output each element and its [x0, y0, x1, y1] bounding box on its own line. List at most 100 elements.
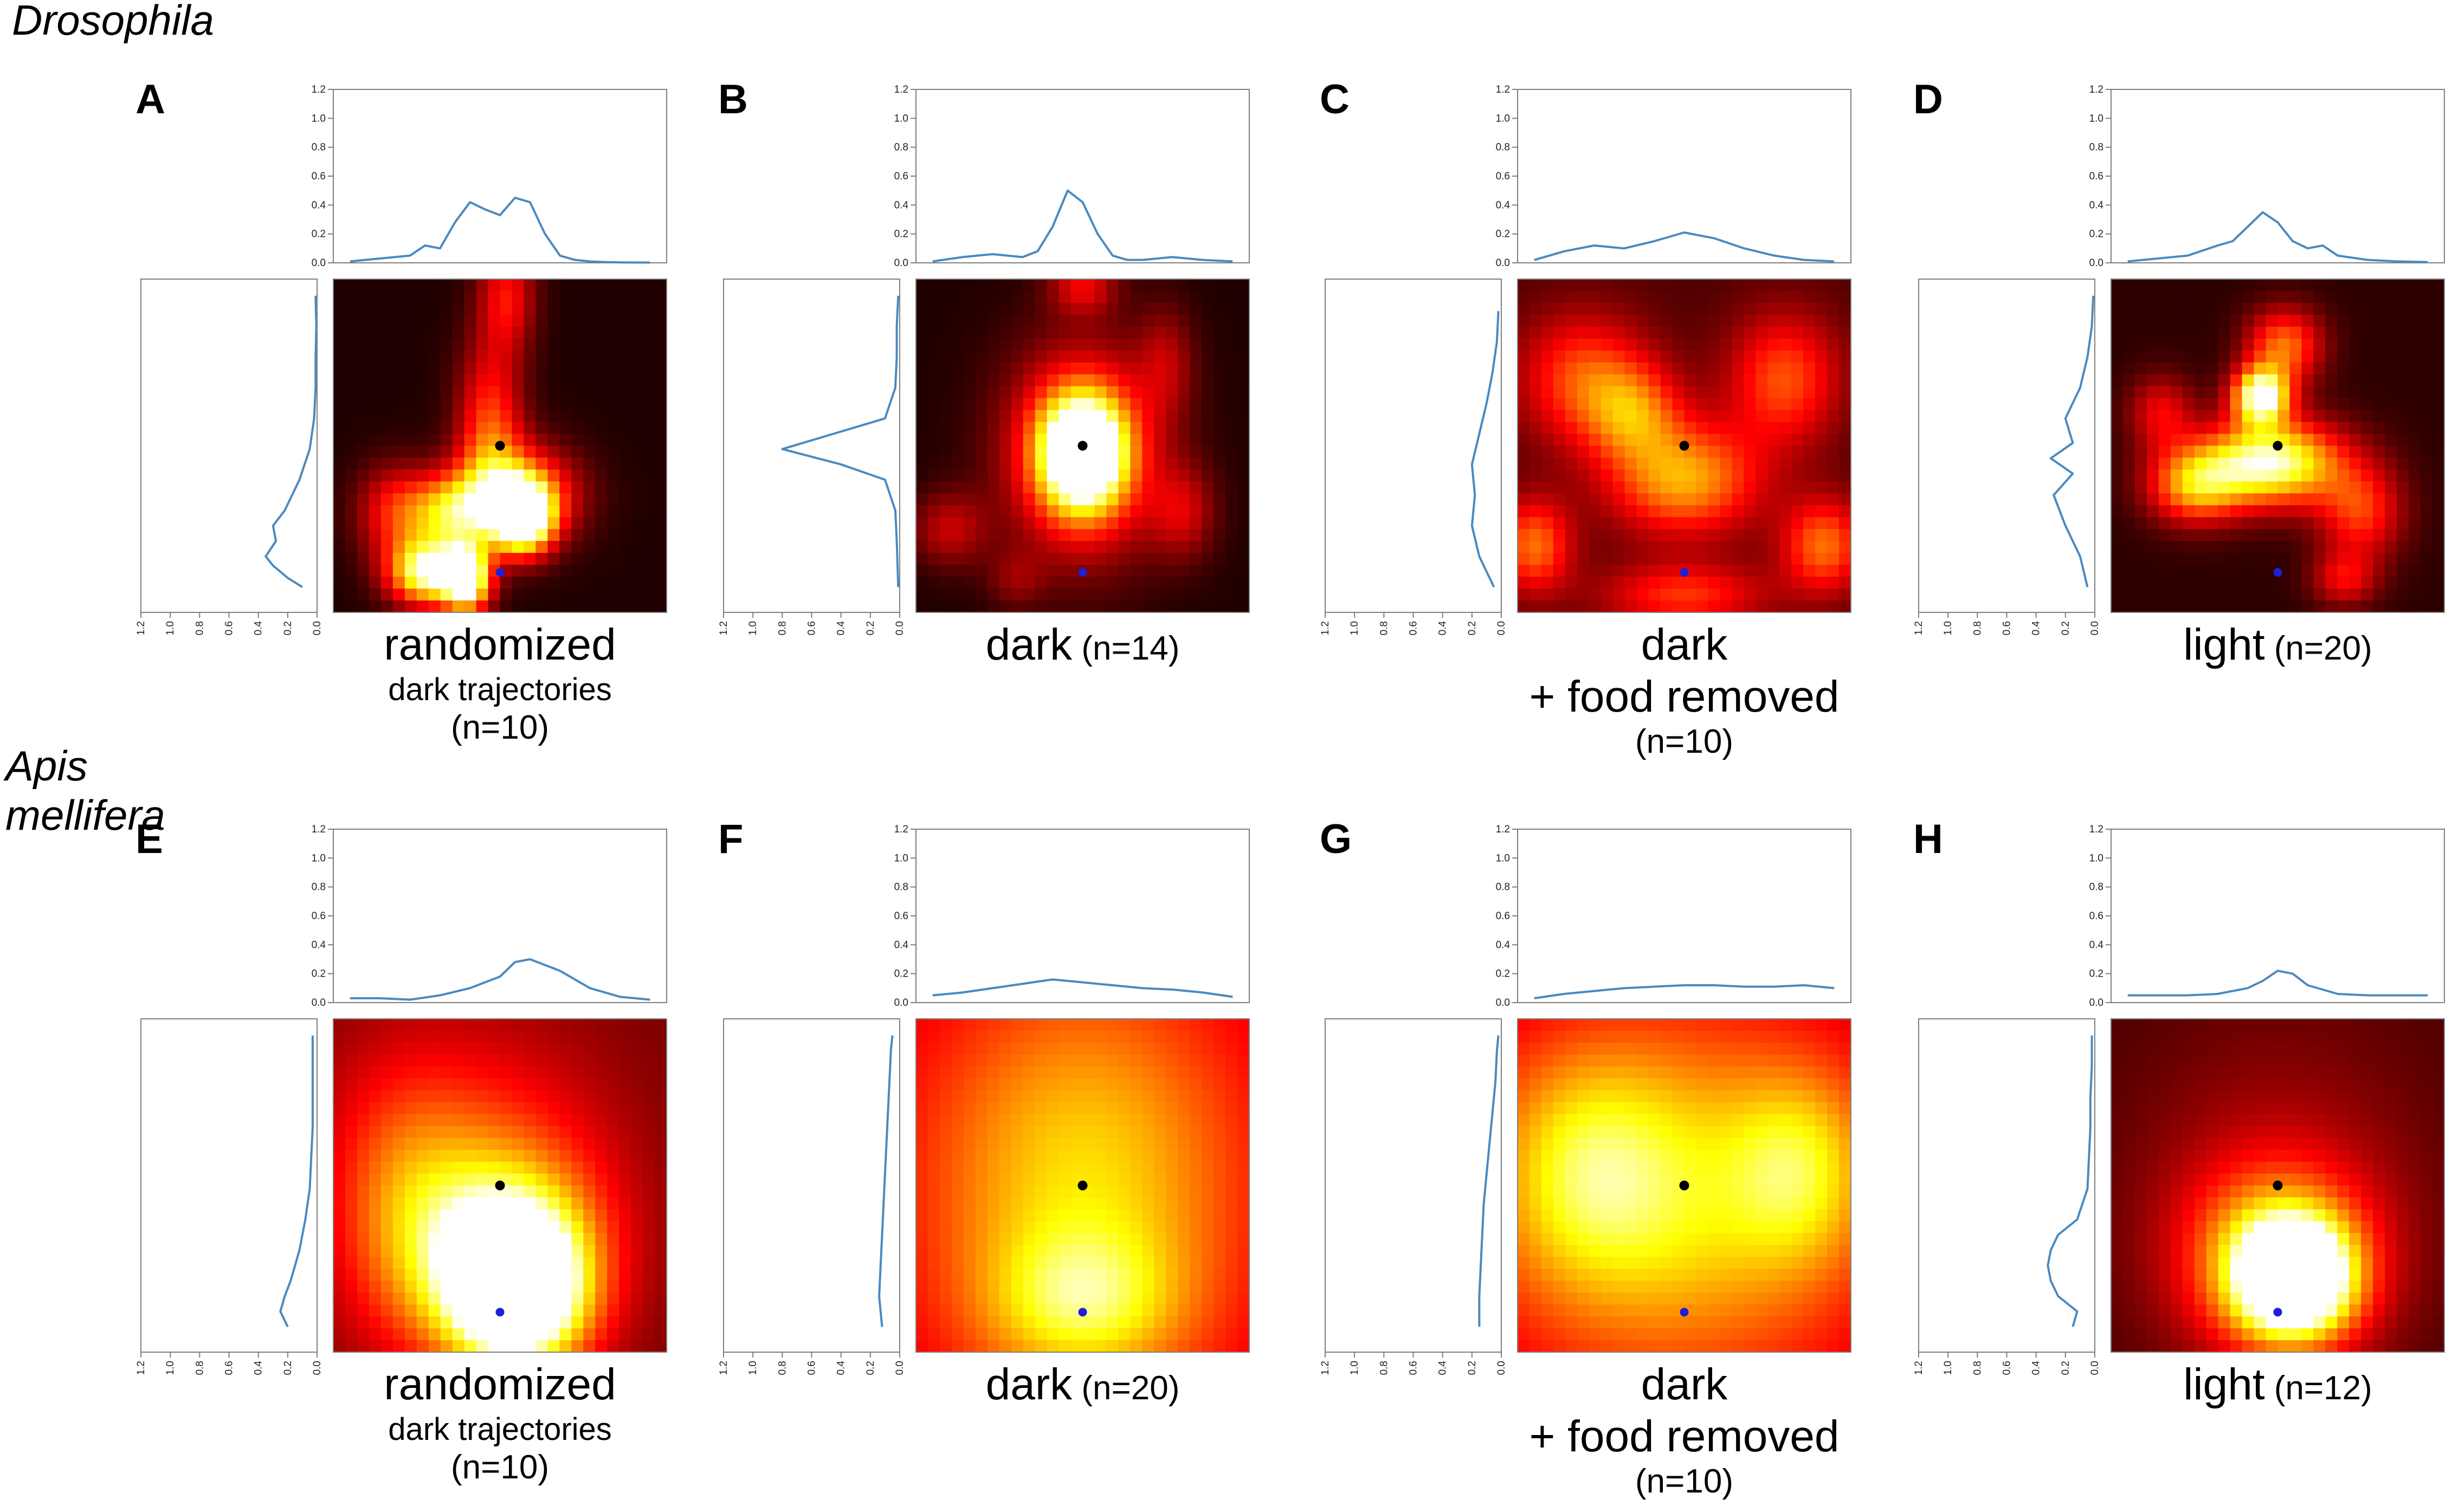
heatmap-cell: [2194, 493, 2207, 506]
heatmap-cell: [1732, 302, 1744, 315]
heatmap-cell: [1154, 1257, 1166, 1269]
heatmap-cell: [1767, 541, 1780, 553]
heatmap-cell: [963, 1209, 976, 1222]
heatmap-cell: [524, 386, 536, 399]
heatmap-cell: [571, 1316, 584, 1329]
heatmap-cell: [1720, 374, 1732, 387]
heatmap-cell: [1023, 493, 1036, 506]
heatmap-cell: [440, 1066, 453, 1079]
heatmap-cell: [1708, 517, 1720, 529]
heatmap-cell: [1154, 1281, 1166, 1293]
heatmap-cell: [1541, 600, 1554, 613]
heatmap-cell: [2385, 589, 2397, 601]
heatmap-cell: [2373, 457, 2385, 470]
side-axis-tick-label: 0.2: [282, 621, 294, 635]
side-axis-tick-label: 1.0: [1942, 621, 1954, 635]
heatmap-cell: [571, 1197, 584, 1210]
heatmap-cell: [2432, 445, 2445, 458]
heatmap-cell: [428, 457, 441, 470]
heatmap-cell: [452, 1197, 465, 1210]
heatmap-cell: [1672, 493, 1685, 506]
heatmap-cell: [1815, 410, 1828, 423]
heatmap-cell: [583, 1149, 596, 1162]
heatmap-cell: [916, 362, 928, 375]
heatmap-cell: [357, 1054, 370, 1067]
heatmap-cell: [416, 1293, 429, 1305]
heatmap-cell: [1815, 600, 1828, 613]
heatmap-cell: [595, 279, 608, 292]
heatmap-cell: [1094, 1173, 1107, 1186]
feeder-marker-b: [1078, 568, 1087, 577]
heatmap-cell: [916, 1316, 928, 1329]
heatmap-cell: [939, 517, 952, 529]
heatmap-cell: [512, 457, 525, 470]
heatmap-cell: [1803, 541, 1816, 553]
heatmap-cell: [963, 1304, 976, 1317]
heatmap-cell: [452, 1114, 465, 1127]
heatmap-cell: [1541, 481, 1554, 494]
heatmap-cell: [607, 1340, 619, 1353]
heatmap-cell: [416, 565, 429, 577]
heatmap-cell: [1732, 1042, 1744, 1055]
heatmap-cell: [2361, 541, 2373, 553]
heatmap-cell: [416, 1304, 429, 1317]
heatmap-cell: [1166, 1245, 1178, 1257]
heatmap-cell: [369, 1293, 382, 1305]
heatmap-cell: [1648, 481, 1661, 494]
heatmap-cell: [607, 1293, 619, 1305]
heatmap-cell: [1190, 1269, 1202, 1281]
heatmap-cell: [916, 577, 928, 589]
heatmap-cell: [1744, 279, 1756, 292]
heatmap-cell: [2134, 410, 2147, 423]
heatmap-cell: [2254, 469, 2267, 482]
heatmap-cell: [2170, 314, 2183, 327]
heatmap-cell: [1225, 422, 1238, 435]
heatmap-cell: [2432, 505, 2445, 518]
heatmap-cell: [2182, 481, 2195, 494]
heatmap-cell: [416, 1090, 429, 1103]
heatmap-cell: [1600, 1030, 1614, 1043]
heatmap-cell: [1779, 565, 1792, 577]
heatmap-cell: [1190, 445, 1202, 458]
heatmap-cell: [1178, 1293, 1190, 1305]
heatmap-cell: [2242, 410, 2255, 423]
heatmap-cell: [987, 1197, 1000, 1210]
heatmap-cell: [1600, 290, 1614, 303]
heatmap-cell: [1059, 1316, 1072, 1329]
heatmap-cell: [524, 493, 536, 506]
heatmap-cell: [333, 398, 346, 411]
side-axis-tick-label: 0.6: [1408, 621, 1419, 635]
heatmap-cell: [1118, 1149, 1131, 1162]
heatmap-cell: [1827, 422, 1840, 435]
heatmap-cell: [416, 541, 429, 553]
heatmap-cell: [1070, 529, 1083, 541]
heatmap-cell: [1839, 410, 1851, 423]
heatmap-cell: [1130, 517, 1143, 529]
heatmap-cell: [1130, 1221, 1143, 1233]
heatmap-cell: [416, 1066, 429, 1079]
heatmap-cell: [1047, 1281, 1060, 1293]
heatmap-cell: [595, 302, 608, 315]
heatmap-cell: [345, 1102, 358, 1115]
heatmap-cell: [380, 1138, 393, 1151]
heatmap-cell: [1190, 481, 1202, 494]
heatmap-cell: [1767, 493, 1780, 506]
heatmap-cell: [524, 1066, 536, 1079]
heatmap-cell: [927, 565, 940, 577]
heatmap-cell: [987, 1066, 1000, 1079]
heatmap-cell: [619, 493, 631, 506]
heatmap-cell: [1023, 1019, 1036, 1031]
heatmap-cell: [1660, 398, 1673, 411]
heatmap-cell: [404, 1126, 417, 1139]
heatmap-cell: [524, 1197, 536, 1210]
heatmap-cell: [345, 481, 358, 494]
heatmap-cell: [2337, 505, 2350, 518]
heatmap-cell: [1791, 302, 1804, 315]
top-marginal-frame-f: [915, 829, 1250, 1003]
heatmap-cell: [1011, 1090, 1024, 1103]
heatmap-cell: [1225, 1221, 1238, 1233]
heatmap-cell: [631, 302, 643, 315]
heatmap-cell: [571, 434, 584, 447]
heatmap-cell: [559, 1281, 572, 1293]
heatmap-cell: [1577, 1042, 1590, 1055]
